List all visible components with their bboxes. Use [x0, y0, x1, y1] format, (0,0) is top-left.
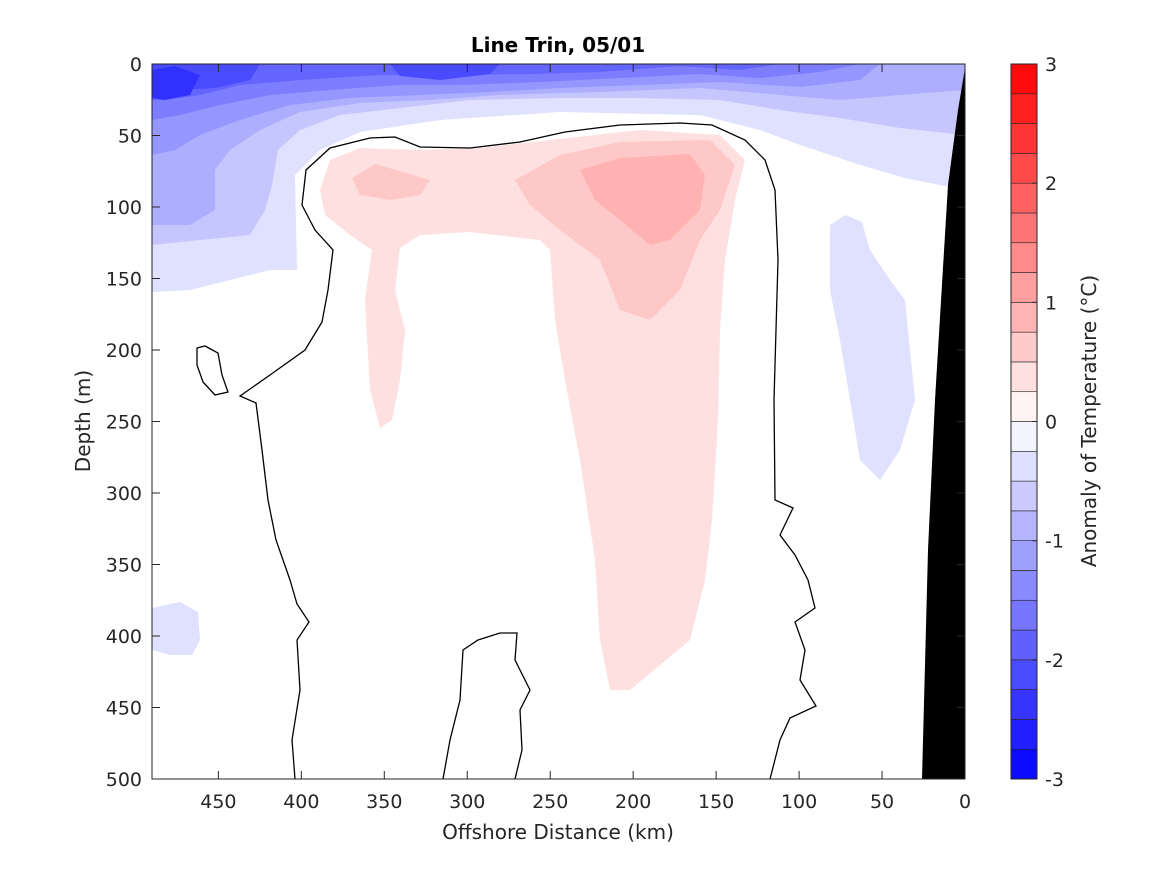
colorbar-tick-label: -1 [1045, 531, 1064, 553]
y-tick-label: 350 [106, 555, 142, 577]
colorbar-tick-label: 1 [1045, 292, 1057, 314]
colorbar-segment [1010, 212, 1038, 244]
zero-contour-loop-west [196, 345, 229, 396]
colorbar-segment [1010, 272, 1038, 303]
colorbar-segment [1010, 629, 1038, 661]
x-tick-label: 200 [615, 791, 651, 813]
y-tick-label: 400 [106, 626, 142, 648]
zero-contour-main [238, 122, 817, 779]
colorbar-segment [1010, 748, 1038, 780]
y-tick-label: 300 [106, 483, 142, 505]
x-tick-label: 350 [366, 791, 402, 813]
colorbar-segment [1010, 302, 1038, 333]
colorbar-segment [1010, 480, 1038, 512]
colorbar-segment [1010, 510, 1038, 541]
colorbar-segment [1010, 242, 1038, 273]
contour-band-minus-0.25 [152, 64, 965, 292]
y-tick-label: 150 [106, 269, 142, 291]
colorbar-segment [1010, 63, 1038, 95]
x-tick-label: 450 [200, 791, 236, 813]
colorbar-segment [1010, 570, 1038, 601]
colorbar-segment [1010, 361, 1038, 393]
colorbar-segment [1010, 659, 1038, 690]
y-tick-label: 50 [118, 126, 142, 148]
colorbar-segment [1010, 182, 1038, 214]
contour-band-minus-1.75 [152, 64, 500, 90]
colorbar-segment [1010, 450, 1038, 482]
colorbar-title: Anomaly of Temperature (°C) [1077, 275, 1101, 567]
colorbar-segment [1010, 391, 1038, 422]
y-tick-label: 100 [106, 197, 142, 219]
colorbar-segment [1010, 689, 1038, 720]
x-tick-label: 250 [532, 791, 568, 813]
y-tick-label: 450 [106, 698, 142, 720]
zero-contour [196, 122, 817, 779]
x-tick-label: 100 [781, 791, 817, 813]
colorbar: -3 -2 -1 0 1 2 3 [1010, 54, 1064, 791]
colorbar-segment [1010, 599, 1038, 631]
x-tick-label: 300 [449, 791, 485, 813]
colorbar-segment [1010, 153, 1038, 184]
x-axis-title: Offshore Distance (km) [442, 820, 674, 844]
colorbar-segment [1010, 421, 1038, 452]
x-tick-label: 50 [870, 791, 894, 813]
contour-band-minus-1.5 [152, 64, 780, 100]
colorbar-segment [1010, 331, 1038, 363]
colorbar-tick-label: 3 [1045, 54, 1057, 76]
colorbar-segment [1010, 123, 1038, 154]
y-axis: 0 50 100 150 200 250 300 350 400 450 500 [106, 54, 965, 791]
x-tick-label: 400 [283, 791, 319, 813]
x-tick-label: 0 [959, 791, 971, 813]
colorbar-tick-label: -3 [1045, 769, 1064, 791]
colorbar-tick-label: -2 [1045, 650, 1064, 672]
zero-contour-loop-deep [442, 632, 531, 779]
contour-band-plus-0.75 [580, 154, 705, 245]
bathymetry-mask [922, 68, 965, 779]
contour-band-minus-0.5 [152, 64, 965, 245]
y-tick-label: 0 [130, 54, 142, 76]
y-tick-label: 250 [106, 412, 142, 434]
colorbar-segment [1010, 93, 1038, 124]
contour-patch-shelf [830, 215, 915, 480]
colorbar-segment [1010, 719, 1038, 750]
y-tick-label: 500 [106, 769, 142, 791]
contour-patch-deep-west [152, 602, 200, 655]
colorbar-tick-label: 0 [1045, 412, 1057, 434]
y-axis-title: Depth (m) [71, 370, 95, 472]
contour-band-minus-2.0 [152, 66, 200, 100]
x-axis: 450 400 350 300 250 200 150 100 50 0 [200, 64, 971, 813]
chart-title: Line Trin, 05/01 [471, 33, 645, 57]
colorbar-tick-label: 2 [1045, 173, 1057, 195]
y-tick-label: 200 [106, 340, 142, 362]
colorbar-segment [1010, 540, 1038, 571]
x-tick-label: 150 [698, 791, 734, 813]
plot-area [152, 64, 965, 779]
